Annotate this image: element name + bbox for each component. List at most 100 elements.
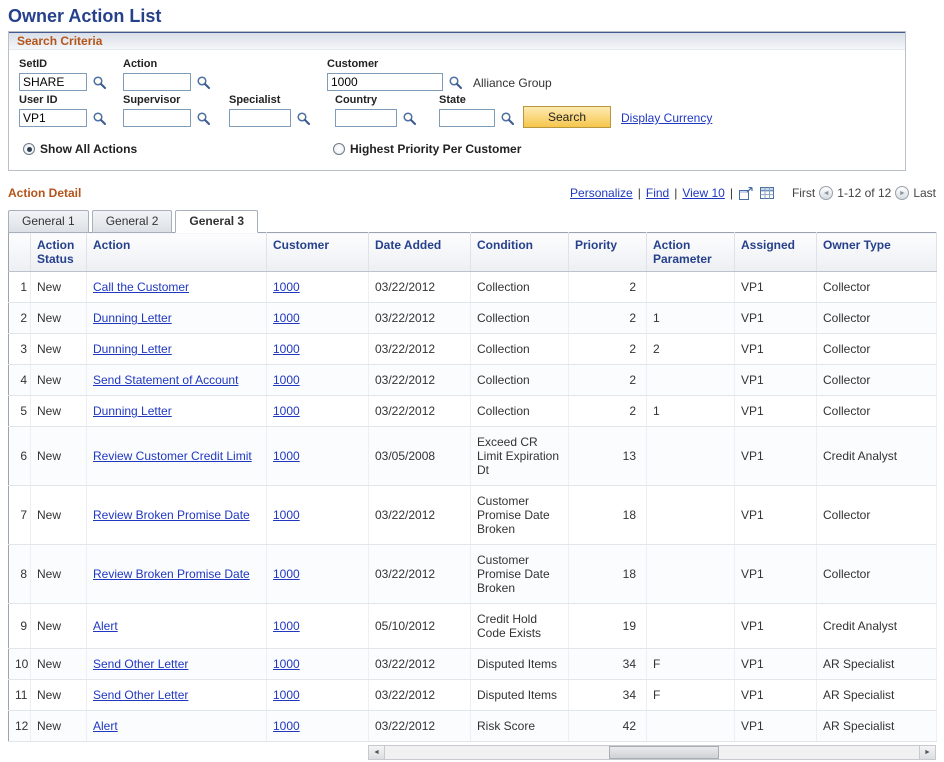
table-row: 5 New Dunning Letter 1000 03/22/2012 Collecti… — [8, 395, 937, 427]
search-criteria-title: Search Criteria — [17, 34, 103, 48]
scrollbar-area: ◄ ► — [8, 745, 936, 760]
customer-cell: 1000 — [266, 710, 369, 742]
setid-input[interactable] — [19, 73, 87, 91]
customer-cell: 1000 — [266, 364, 369, 396]
specialist-lookup-icon[interactable] — [296, 111, 311, 126]
horizontal-scrollbar[interactable]: ◄ ► — [368, 745, 936, 760]
action-cell-link[interactable]: Send Other Letter — [93, 657, 189, 671]
scrollbar-thumb[interactable] — [609, 746, 720, 759]
tab-general-1[interactable]: General 1 — [8, 210, 89, 233]
highest-priority-radio[interactable] — [333, 143, 345, 155]
action-cell: Send Other Letter — [86, 679, 267, 711]
display-currency-link[interactable]: Display Currency — [621, 111, 713, 125]
customer-input[interactable] — [327, 73, 443, 91]
assigned-cell: VP1 — [734, 271, 817, 303]
specialist-input[interactable] — [229, 109, 291, 127]
country-label: Country — [335, 94, 378, 106]
column-header-action-parameter: Action Parameter — [646, 232, 735, 272]
zoom-grid-icon[interactable] — [738, 186, 754, 200]
action-status-cell: New — [30, 395, 87, 427]
priority-cell: 42 — [568, 710, 647, 742]
scrollbar-track[interactable] — [385, 746, 919, 759]
action-input[interactable] — [123, 73, 191, 91]
customer-lookup-icon[interactable] — [448, 75, 463, 90]
country-input[interactable] — [335, 109, 397, 127]
customer-cell-link[interactable]: 1000 — [273, 311, 300, 325]
customer-cell-link[interactable]: 1000 — [273, 280, 300, 294]
customer-cell-link[interactable]: 1000 — [273, 719, 300, 733]
customer-cell-link[interactable]: 1000 — [273, 508, 300, 522]
search-button[interactable]: Search — [523, 106, 611, 128]
pager-first-label[interactable]: First — [791, 186, 816, 200]
highest-priority-option[interactable]: Highest Priority Per Customer — [333, 142, 521, 156]
customer-cell-link[interactable]: 1000 — [273, 657, 300, 671]
customer-cell-link[interactable]: 1000 — [273, 342, 300, 356]
view-link[interactable]: View 10 — [682, 186, 725, 200]
country-lookup-icon[interactable] — [402, 111, 417, 126]
action-cell-link[interactable]: Send Other Letter — [93, 688, 189, 702]
show-all-actions-option[interactable]: Show All Actions — [23, 142, 137, 156]
setid-lookup-icon[interactable] — [92, 75, 107, 90]
action-cell-link[interactable]: Call the Customer — [93, 280, 190, 294]
scroll-right-icon[interactable]: ► — [919, 746, 935, 759]
state-lookup-icon[interactable] — [500, 111, 515, 126]
download-icon[interactable] — [759, 186, 775, 200]
supervisor-lookup-icon[interactable] — [196, 111, 211, 126]
column-header-action: Action — [86, 232, 267, 272]
action-cell: Send Statement of Account — [86, 364, 267, 396]
tab-general-2[interactable]: General 2 — [91, 210, 173, 233]
setid-label: SetID — [19, 58, 48, 70]
previous-page-icon[interactable]: ◄ — [819, 186, 834, 200]
assigned-cell: VP1 — [734, 603, 817, 649]
condition-cell: Customer Promise Date Broken — [470, 485, 569, 545]
next-page-icon[interactable]: ► — [895, 186, 910, 200]
action-cell-link[interactable]: Review Broken Promise Date — [93, 508, 250, 522]
table-row: 4 New Send Statement of Account 1000 03/22/2… — [8, 364, 937, 396]
condition-cell: Risk Score — [470, 710, 569, 742]
table-row: 12 New Alert 1000 03/22/2012 Risk Score 42 VP1 A… — [8, 710, 937, 742]
scroll-left-icon[interactable]: ◄ — [369, 746, 385, 759]
grid-body: 1 New Call the Customer 1000 03/22/2012 Colle… — [8, 271, 937, 742]
action-cell-link[interactable]: Dunning Letter — [93, 342, 172, 356]
customer-cell-link[interactable]: 1000 — [273, 449, 300, 463]
action-lookup-icon[interactable] — [196, 75, 211, 90]
userid-lookup-icon[interactable] — [92, 111, 107, 126]
action-status-cell: New — [30, 364, 87, 396]
customer-cell-link[interactable]: 1000 — [273, 619, 300, 633]
supervisor-input[interactable] — [123, 109, 191, 127]
table-row: 10 New Send Other Letter 1000 03/22/2012 Disp… — [8, 648, 937, 680]
customer-cell-link[interactable]: 1000 — [273, 688, 300, 702]
find-link[interactable]: Find — [645, 186, 670, 200]
action-cell: Dunning Letter — [86, 302, 267, 334]
action-cell: Alert — [86, 603, 267, 649]
state-input[interactable] — [439, 109, 495, 127]
action-detail-title: Action Detail — [8, 186, 82, 200]
owner-type-cell: AR Specialist — [816, 710, 937, 742]
personalize-link[interactable]: Personalize — [570, 186, 633, 200]
userid-input[interactable] — [19, 109, 87, 127]
show-all-actions-radio[interactable] — [23, 143, 35, 155]
row-number: 5 — [8, 395, 31, 427]
priority-cell: 34 — [568, 679, 647, 711]
action-cell-link[interactable]: Alert — [93, 719, 118, 733]
action-parameter-cell: 1 — [646, 302, 735, 334]
action-cell-link[interactable]: Review Customer Credit Limit — [93, 449, 252, 463]
action-cell-link[interactable]: Dunning Letter — [93, 404, 172, 418]
action-parameter-cell — [646, 426, 735, 486]
toolbar-separator: | — [637, 186, 641, 200]
grid-toolbar: Personalize | Find | View 10 | First ◄ 1… — [570, 186, 936, 200]
action-cell-link[interactable]: Alert — [93, 619, 118, 633]
customer-field-group: Customer — [327, 58, 463, 91]
action-cell-link[interactable]: Send Statement of Account — [93, 373, 239, 387]
customer-cell: 1000 — [266, 679, 369, 711]
tab-general-3[interactable]: General 3 — [175, 210, 259, 233]
customer-cell-link[interactable]: 1000 — [273, 404, 300, 418]
column-header-action-status: Action Status — [30, 232, 87, 272]
action-cell-link[interactable]: Review Broken Promise Date — [93, 567, 250, 581]
action-parameter-cell: 1 — [646, 395, 735, 427]
customer-cell-link[interactable]: 1000 — [273, 567, 300, 581]
action-cell-link[interactable]: Dunning Letter — [93, 311, 172, 325]
pager-last-label[interactable]: Last — [913, 186, 936, 200]
customer-cell-link[interactable]: 1000 — [273, 373, 300, 387]
condition-cell: Disputed Items — [470, 679, 569, 711]
